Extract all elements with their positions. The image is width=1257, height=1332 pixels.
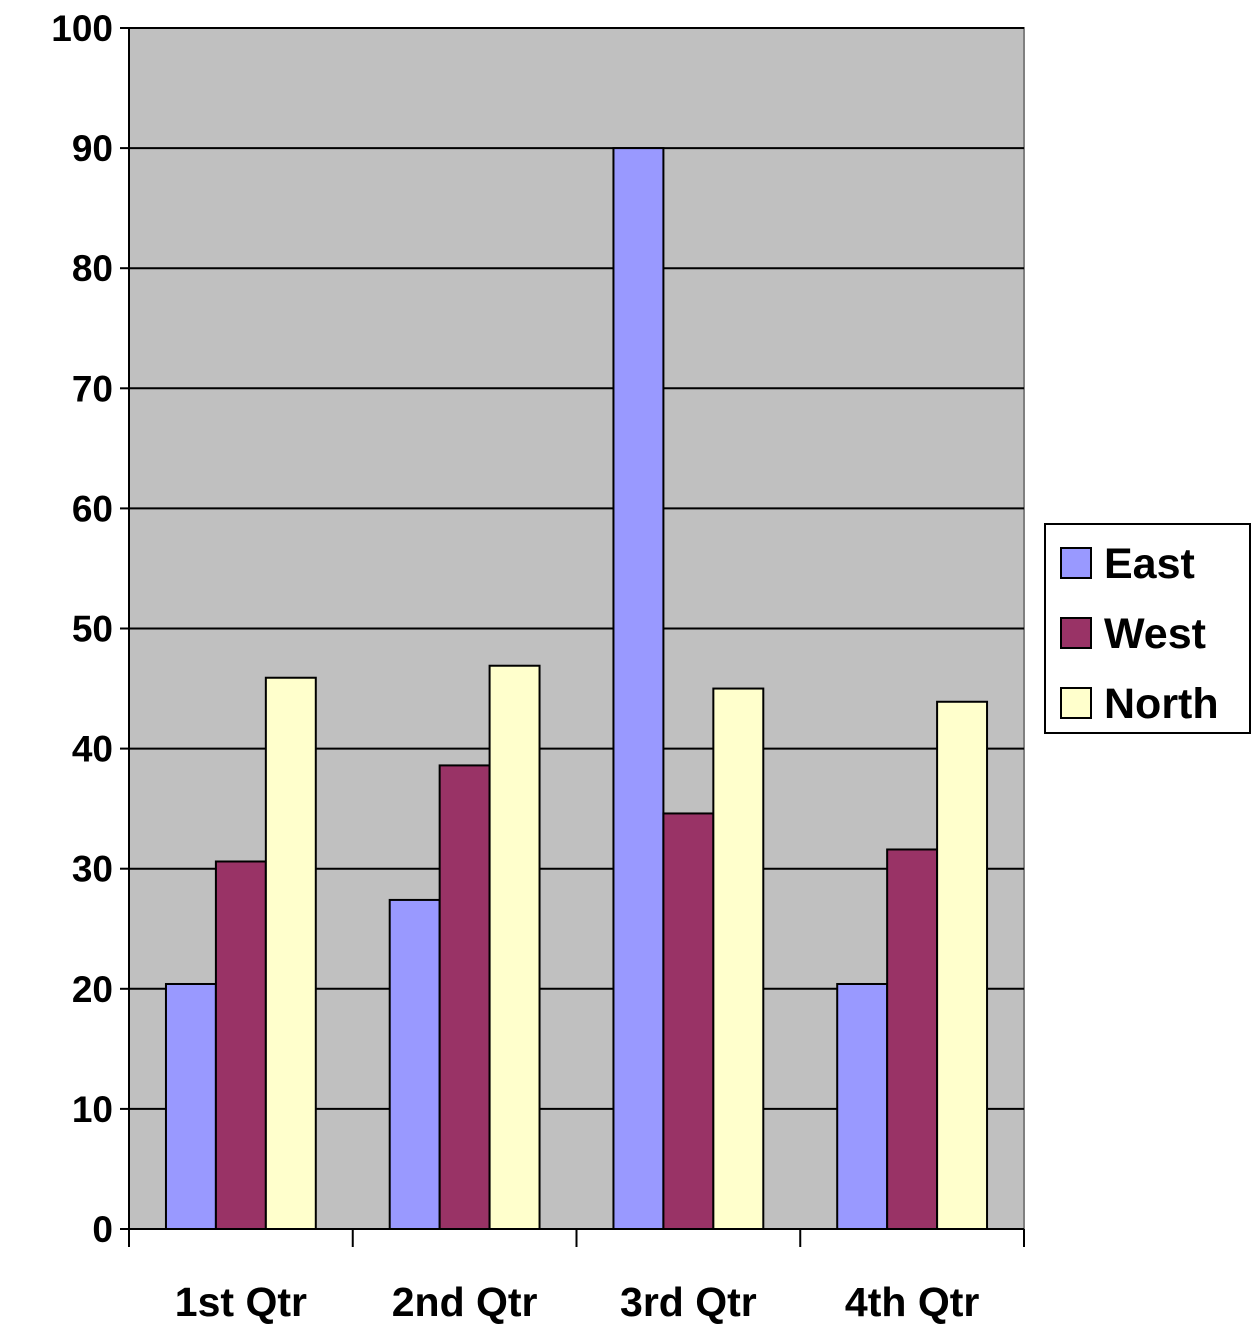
y-tick-label: 90 [72,128,113,169]
x-tick-label: 2nd Qtr [392,1279,538,1325]
legend-swatch-east [1060,547,1092,579]
x-tick-label: 4th Qtr [845,1279,979,1325]
x-tick-labels: 1st Qtr 2nd Qtr 3rd Qtr 4th Qtr [175,1279,980,1325]
y-tick-label: 20 [72,969,113,1010]
bar-north-1 [264,676,317,1230]
y-tick-label: 0 [92,1209,113,1250]
y-tick-label: 100 [51,8,113,49]
y-tick-label: 80 [72,248,113,289]
bar-west-3 [662,812,715,1230]
bar-east-3 [612,147,665,1231]
bar-west-2 [438,764,491,1230]
bar-east-1 [164,982,217,1230]
axes [120,27,1025,1247]
y-tick-label: 70 [72,368,113,409]
y-tick-label: 10 [72,1089,113,1130]
bar-north-2 [488,664,541,1230]
bar-west-1 [214,860,267,1231]
legend-swatch-north [1060,687,1092,719]
x-tick-label: 1st Qtr [175,1279,307,1325]
legend-label-west: West [1104,610,1206,658]
y-tick-label: 50 [72,609,113,650]
y-tick-label: 60 [72,488,113,529]
legend-label-east: East [1104,540,1195,588]
legend-swatch-west [1060,617,1092,649]
bar-east-2 [388,898,441,1231]
bar-north-3 [712,687,765,1230]
y-tick-label: 40 [72,729,113,770]
y-tick-label: 30 [72,849,113,890]
y-tick-labels: 0 10 20 30 40 50 60 70 80 90 100 [51,8,113,1250]
bar-west-4 [886,848,939,1230]
legend: East West North [1044,523,1251,734]
bar-north-4 [936,700,989,1230]
legend-label-north: North [1104,680,1219,728]
bar-east-4 [836,982,889,1230]
x-tick-label: 3rd Qtr [620,1279,757,1325]
